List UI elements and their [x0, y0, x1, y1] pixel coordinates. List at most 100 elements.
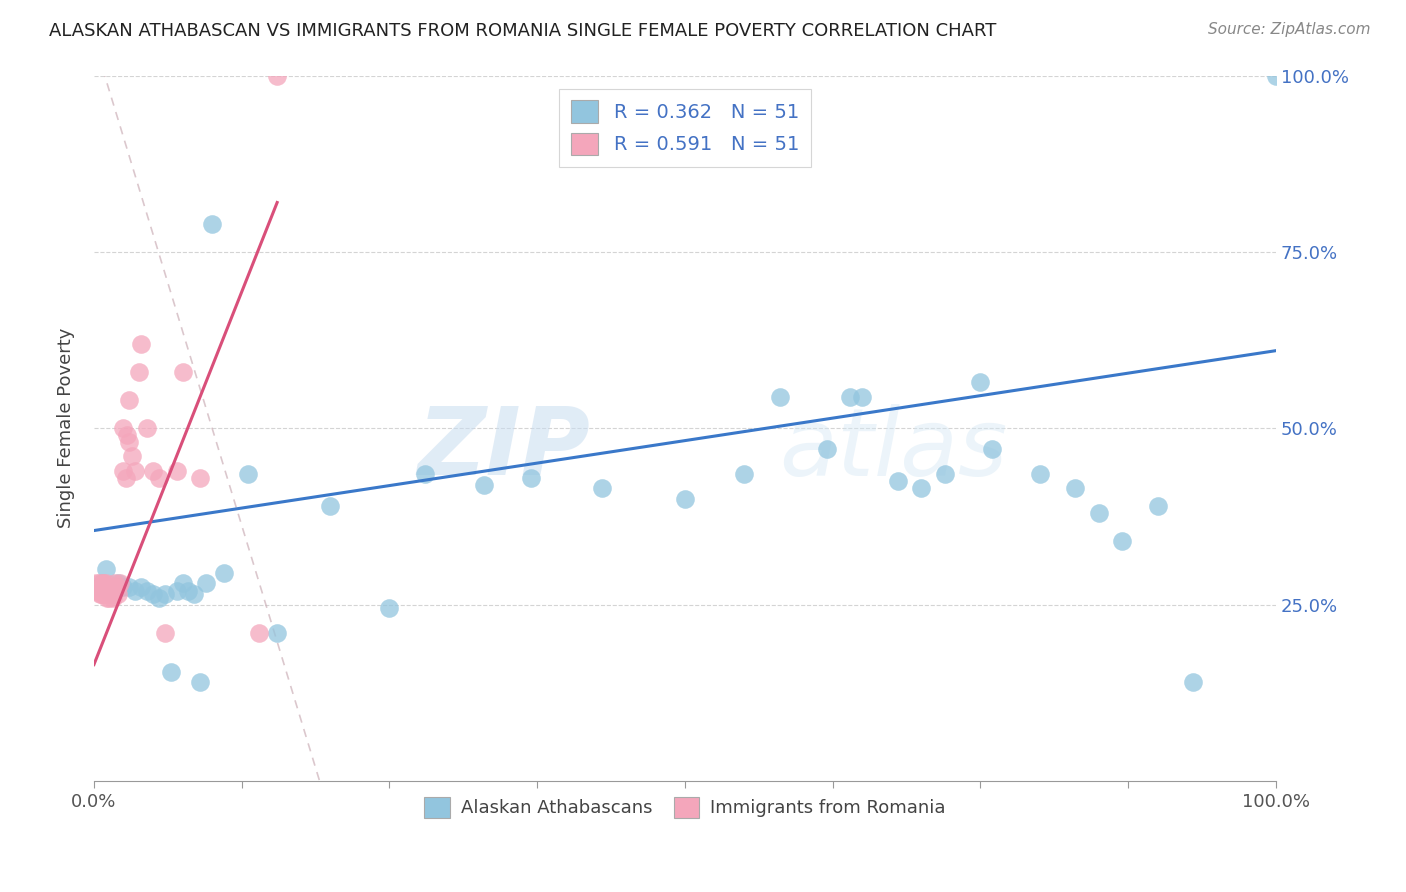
Point: [378, 601, 401, 615]
Point: [166, 464, 188, 478]
Point: [107, 580, 129, 594]
Point: [93, 583, 115, 598]
Point: [101, 591, 124, 605]
Text: ZIP: ZIP: [418, 403, 591, 495]
Point: [839, 390, 862, 404]
Point: [84, 576, 107, 591]
Point: [201, 217, 224, 231]
Point: [319, 499, 342, 513]
Point: [166, 583, 188, 598]
Text: atlas: atlas: [779, 404, 1008, 495]
Point: [115, 470, 138, 484]
Point: [121, 450, 143, 464]
Point: [91, 583, 114, 598]
Point: [142, 587, 165, 601]
Point: [886, 474, 908, 488]
Point: [153, 625, 176, 640]
Point: [112, 421, 135, 435]
Point: [1028, 467, 1050, 482]
Point: [89, 580, 111, 594]
Point: [93, 576, 115, 591]
Point: [195, 576, 218, 591]
Point: [97, 583, 120, 598]
Point: [101, 583, 124, 598]
Point: [188, 470, 211, 484]
Point: [1182, 675, 1205, 690]
Point: [129, 336, 152, 351]
Point: [969, 376, 991, 390]
Point: [128, 365, 150, 379]
Point: [768, 390, 790, 404]
Text: ALASKAN ATHABASCAN VS IMMIGRANTS FROM ROMANIA SINGLE FEMALE POVERTY CORRELATION : ALASKAN ATHABASCAN VS IMMIGRANTS FROM RO…: [49, 22, 997, 40]
Point: [98, 591, 121, 605]
Point: [266, 69, 288, 83]
Point: [94, 587, 117, 601]
Point: [118, 580, 141, 594]
Point: [266, 625, 288, 640]
Point: [90, 583, 112, 598]
Point: [118, 435, 141, 450]
Point: [1111, 534, 1133, 549]
Point: [93, 587, 115, 601]
Point: [142, 464, 165, 478]
Point: [100, 580, 122, 594]
Point: [236, 467, 259, 482]
Point: [89, 587, 111, 601]
Point: [100, 583, 122, 598]
Point: [148, 591, 170, 605]
Y-axis label: Single Female Poverty: Single Female Poverty: [58, 328, 75, 528]
Point: [93, 580, 115, 594]
Point: [136, 583, 159, 598]
Point: [108, 580, 131, 594]
Point: [188, 675, 211, 690]
Point: [124, 464, 146, 478]
Point: [183, 587, 205, 601]
Point: [934, 467, 956, 482]
Point: [520, 470, 543, 484]
Point: [172, 576, 194, 591]
Point: [673, 491, 696, 506]
Point: [104, 576, 127, 591]
Point: [815, 442, 838, 457]
Point: [94, 562, 117, 576]
Point: [148, 470, 170, 484]
Point: [136, 421, 159, 435]
Point: [100, 587, 122, 601]
Point: [98, 583, 121, 598]
Point: [93, 576, 115, 591]
Point: [851, 390, 873, 404]
Point: [107, 576, 129, 591]
Point: [107, 587, 129, 601]
Point: [153, 587, 176, 601]
Point: [212, 566, 235, 580]
Point: [115, 428, 138, 442]
Point: [1064, 481, 1087, 495]
Point: [910, 481, 932, 495]
Point: [172, 365, 194, 379]
Point: [591, 481, 613, 495]
Point: [104, 580, 127, 594]
Point: [1265, 69, 1288, 83]
Point: [91, 576, 114, 591]
Point: [159, 665, 181, 679]
Point: [100, 587, 122, 601]
Point: [108, 576, 131, 591]
Point: [96, 591, 118, 605]
Point: [94, 576, 117, 591]
Point: [733, 467, 755, 482]
Point: [124, 583, 146, 598]
Point: [1087, 506, 1109, 520]
Point: [87, 576, 110, 591]
Point: [249, 625, 271, 640]
Point: [90, 587, 112, 601]
Point: [472, 477, 495, 491]
Point: [97, 587, 120, 601]
Point: [981, 442, 1004, 457]
Point: [177, 583, 200, 598]
Point: [89, 583, 111, 598]
Legend: Alaskan Athabascans, Immigrants from Romania: Alaskan Athabascans, Immigrants from Rom…: [418, 789, 953, 825]
Text: Source: ZipAtlas.com: Source: ZipAtlas.com: [1208, 22, 1371, 37]
Point: [129, 580, 152, 594]
Point: [1146, 499, 1168, 513]
Point: [91, 580, 114, 594]
